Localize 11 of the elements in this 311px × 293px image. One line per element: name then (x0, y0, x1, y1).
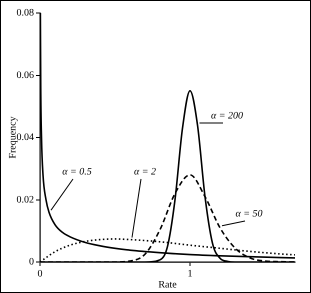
x-axis-title: Rate (158, 280, 178, 291)
y-tick-label: 0.08 (16, 8, 34, 19)
y-tick-label: 0.02 (16, 194, 34, 206)
series-label: α = 200 (211, 110, 243, 122)
series-label: α = 50 (236, 208, 262, 220)
series-label: α = 0.5 (62, 166, 92, 178)
text: α = 2 (134, 166, 156, 178)
y-tick-label: 0.06 (16, 70, 34, 81)
y-tick-label: 0 (29, 256, 34, 268)
x-tick-label: 1 (188, 268, 192, 280)
y-tick-label: 0.04 (16, 132, 34, 144)
